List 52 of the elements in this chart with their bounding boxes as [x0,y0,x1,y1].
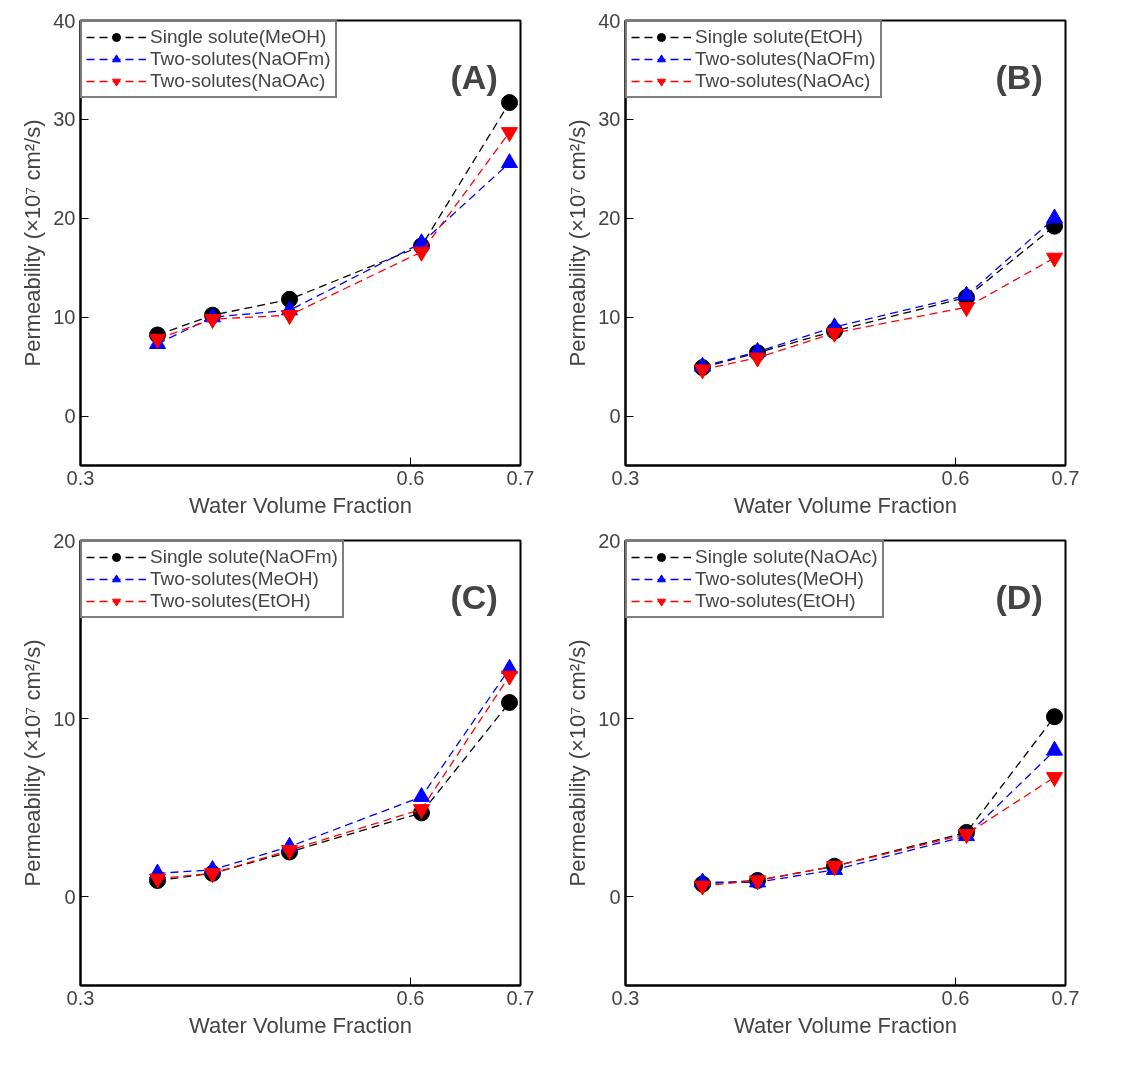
x-tick-label: 0.6 [396,986,425,1009]
y-axis-title: Permeability (×10⁷ cm²/s) [565,639,591,887]
y-tick-label: 40 [598,9,621,32]
legend-label: Two-solutes(MeOH) [150,568,319,590]
annotation: (D) [995,577,1043,616]
y-axis-title: Permeability (×10⁷ cm²/s) [20,119,46,367]
x-axis-title: Water Volume Fraction [734,1012,957,1038]
y-tick-label: 0 [64,405,76,428]
legend-label: Single solute(MeOH) [150,26,327,48]
y-tick-label: 20 [53,207,76,230]
x-tick-label: 0.7 [1051,466,1080,489]
legend-label: Two-solutes(EtOH) [150,590,311,612]
y-tick-label: 20 [53,529,76,552]
y-tick-label: 20 [598,529,621,552]
x-tick-label: 0.7 [506,986,535,1009]
x-tick-label: 0.3 [611,986,640,1009]
legend-label: Two-solutes(NaOFm) [695,48,876,70]
legend-label: Two-solutes(EtOH) [695,590,856,612]
y-tick-label: 40 [53,9,76,32]
x-tick-label: 0.6 [941,466,970,489]
x-tick-label: 0.6 [396,466,425,489]
y-tick-label: 10 [598,306,621,329]
legend-label: Two-solutes(MeOH) [695,568,864,590]
y-axis-title: Permeability (×10⁷ cm²/s) [20,639,46,887]
x-tick-label: 0.3 [611,466,640,489]
x-tick-label: 0.3 [66,466,95,489]
y-tick-label: 10 [53,306,76,329]
y-tick-label: 20 [598,207,621,230]
legend-label: Two-solutes(NaOAc) [150,70,326,92]
annotation: (C) [450,577,498,616]
legend-label: Two-solutes(NaOFm) [150,48,331,70]
y-axis-title: Permeability (×10⁷ cm²/s) [565,119,591,367]
y-tick-label: 0 [609,885,621,908]
x-axis-title: Water Volume Fraction [189,1012,412,1038]
x-axis-title: Water Volume Fraction [734,492,957,518]
x-tick-label: 0.7 [506,466,535,489]
y-tick-label: 0 [609,405,621,428]
annotation: (B) [995,57,1043,96]
x-tick-label: 0.6 [941,986,970,1009]
legend-label: Single solute(NaOAc) [695,546,878,568]
legend-label: Two-solutes(NaOAc) [695,70,871,92]
x-tick-label: 0.3 [66,986,95,1009]
y-tick-label: 0 [64,885,76,908]
legend-label: Single solute(EtOH) [695,26,863,48]
y-tick-label: 10 [53,707,76,730]
y-tick-label: 30 [53,108,76,131]
y-tick-label: 10 [598,707,621,730]
y-tick-label: 30 [598,108,621,131]
x-tick-label: 0.7 [1051,986,1080,1009]
legend-label: Single solute(NaOFm) [150,546,338,568]
annotation: (A) [450,57,498,96]
x-axis-title: Water Volume Fraction [189,492,412,518]
